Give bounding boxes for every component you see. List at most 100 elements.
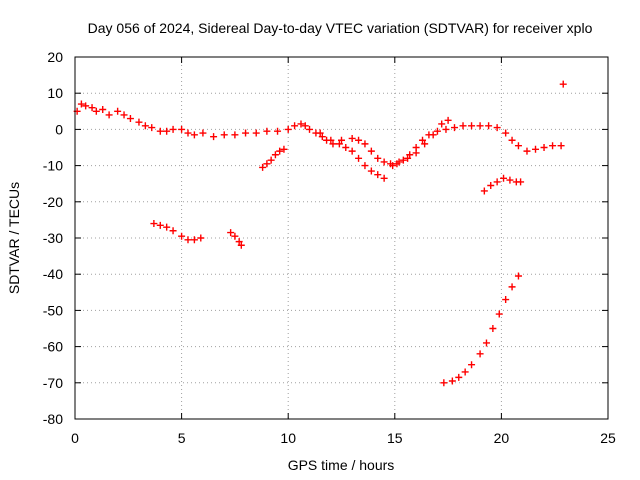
data-point [500,174,508,182]
data-point [271,151,279,159]
series-steep-rise-17-21h [440,272,522,387]
data-point [455,373,463,381]
data-point [406,151,414,159]
series-segment-7.5h [227,229,245,249]
data-point [338,136,345,144]
series-short-segment-9h [259,145,288,171]
data-point [399,156,407,164]
y-axis-label: SDTVAR / TECUs [6,182,22,294]
x-tick-label: 25 [600,430,616,446]
data-point [421,140,429,148]
data-point [184,129,192,137]
data-point [502,129,510,137]
data-point [156,127,164,135]
series-segment-19.5h [480,174,525,195]
data-point [284,125,292,133]
data-point [502,296,510,304]
data-point [374,154,382,162]
data-point [361,140,369,148]
data-point [169,227,177,235]
data-point [508,283,516,291]
data-point [291,122,299,130]
data-point [348,147,356,155]
tick-labels: 20 10 0 -10 -20 -30 -40 -50 -60 -70 -80 0 5 10 15 20 25 [43,49,616,446]
data-point [178,125,186,133]
data-point [77,100,85,108]
y-tick-label: 20 [47,49,63,65]
data-point [468,122,476,130]
data-point [355,136,363,144]
data-point [480,187,488,195]
data-point [297,120,305,128]
data-point [476,350,484,358]
data-point [163,223,171,231]
y-tick-label: -50 [43,302,63,318]
data-point [141,122,149,130]
data-point [380,174,388,182]
axis-ticks [74,56,609,420]
data-point [105,111,113,119]
x-axis-label: GPS time / hours [288,457,395,473]
series-lower-branch [316,116,452,182]
data-point [433,127,441,135]
data-point [263,160,271,168]
data-point [442,125,450,133]
data-point [514,142,522,150]
data-point [301,122,309,130]
data-point [523,147,531,155]
data-point [156,221,164,229]
data-point [532,145,540,153]
data-point [380,158,388,166]
x-tick-label: 10 [280,430,296,446]
data-point [150,220,158,228]
data-point [178,232,186,240]
data-point [487,182,495,190]
data-point [485,122,493,130]
data-point [448,377,456,385]
grid-lines [75,57,608,419]
data-point [267,156,275,164]
y-tick-label: -30 [43,230,63,246]
data-point [210,133,218,141]
y-tick-label: -70 [43,375,63,391]
data-point [404,154,412,162]
data-point [120,111,128,119]
data-point [231,131,239,139]
data-point [419,136,427,144]
data-point [92,107,100,115]
y-tick-label: -80 [43,411,63,427]
data-point [412,149,420,157]
data-point [440,379,448,387]
data-point [374,171,382,179]
data-point [493,124,501,132]
data-point [450,124,458,132]
chart-title: Day 056 of 2024, Sidereal Day-to-day VTE… [88,20,593,36]
data-point [355,154,363,162]
data-point [231,232,239,240]
data-point [274,127,282,135]
data-point [389,162,397,170]
x-tick-label: 0 [71,430,79,446]
data-point [199,129,207,137]
data-point [495,310,503,318]
data-point [559,80,567,88]
data-point [461,368,469,376]
data-point [468,361,476,369]
data-point [276,147,284,155]
data-point [197,234,205,242]
data-point [444,116,452,124]
data-point [169,125,177,133]
data-point [367,147,375,155]
data-point [482,339,490,347]
data-point [438,120,446,128]
data-point [329,140,337,148]
y-tick-label: -10 [43,158,63,174]
y-tick-label: -40 [43,266,63,282]
data-point [493,178,501,186]
series-outlier [559,80,567,88]
data-point [323,136,331,144]
data-point [259,163,267,171]
data-point [367,167,375,175]
